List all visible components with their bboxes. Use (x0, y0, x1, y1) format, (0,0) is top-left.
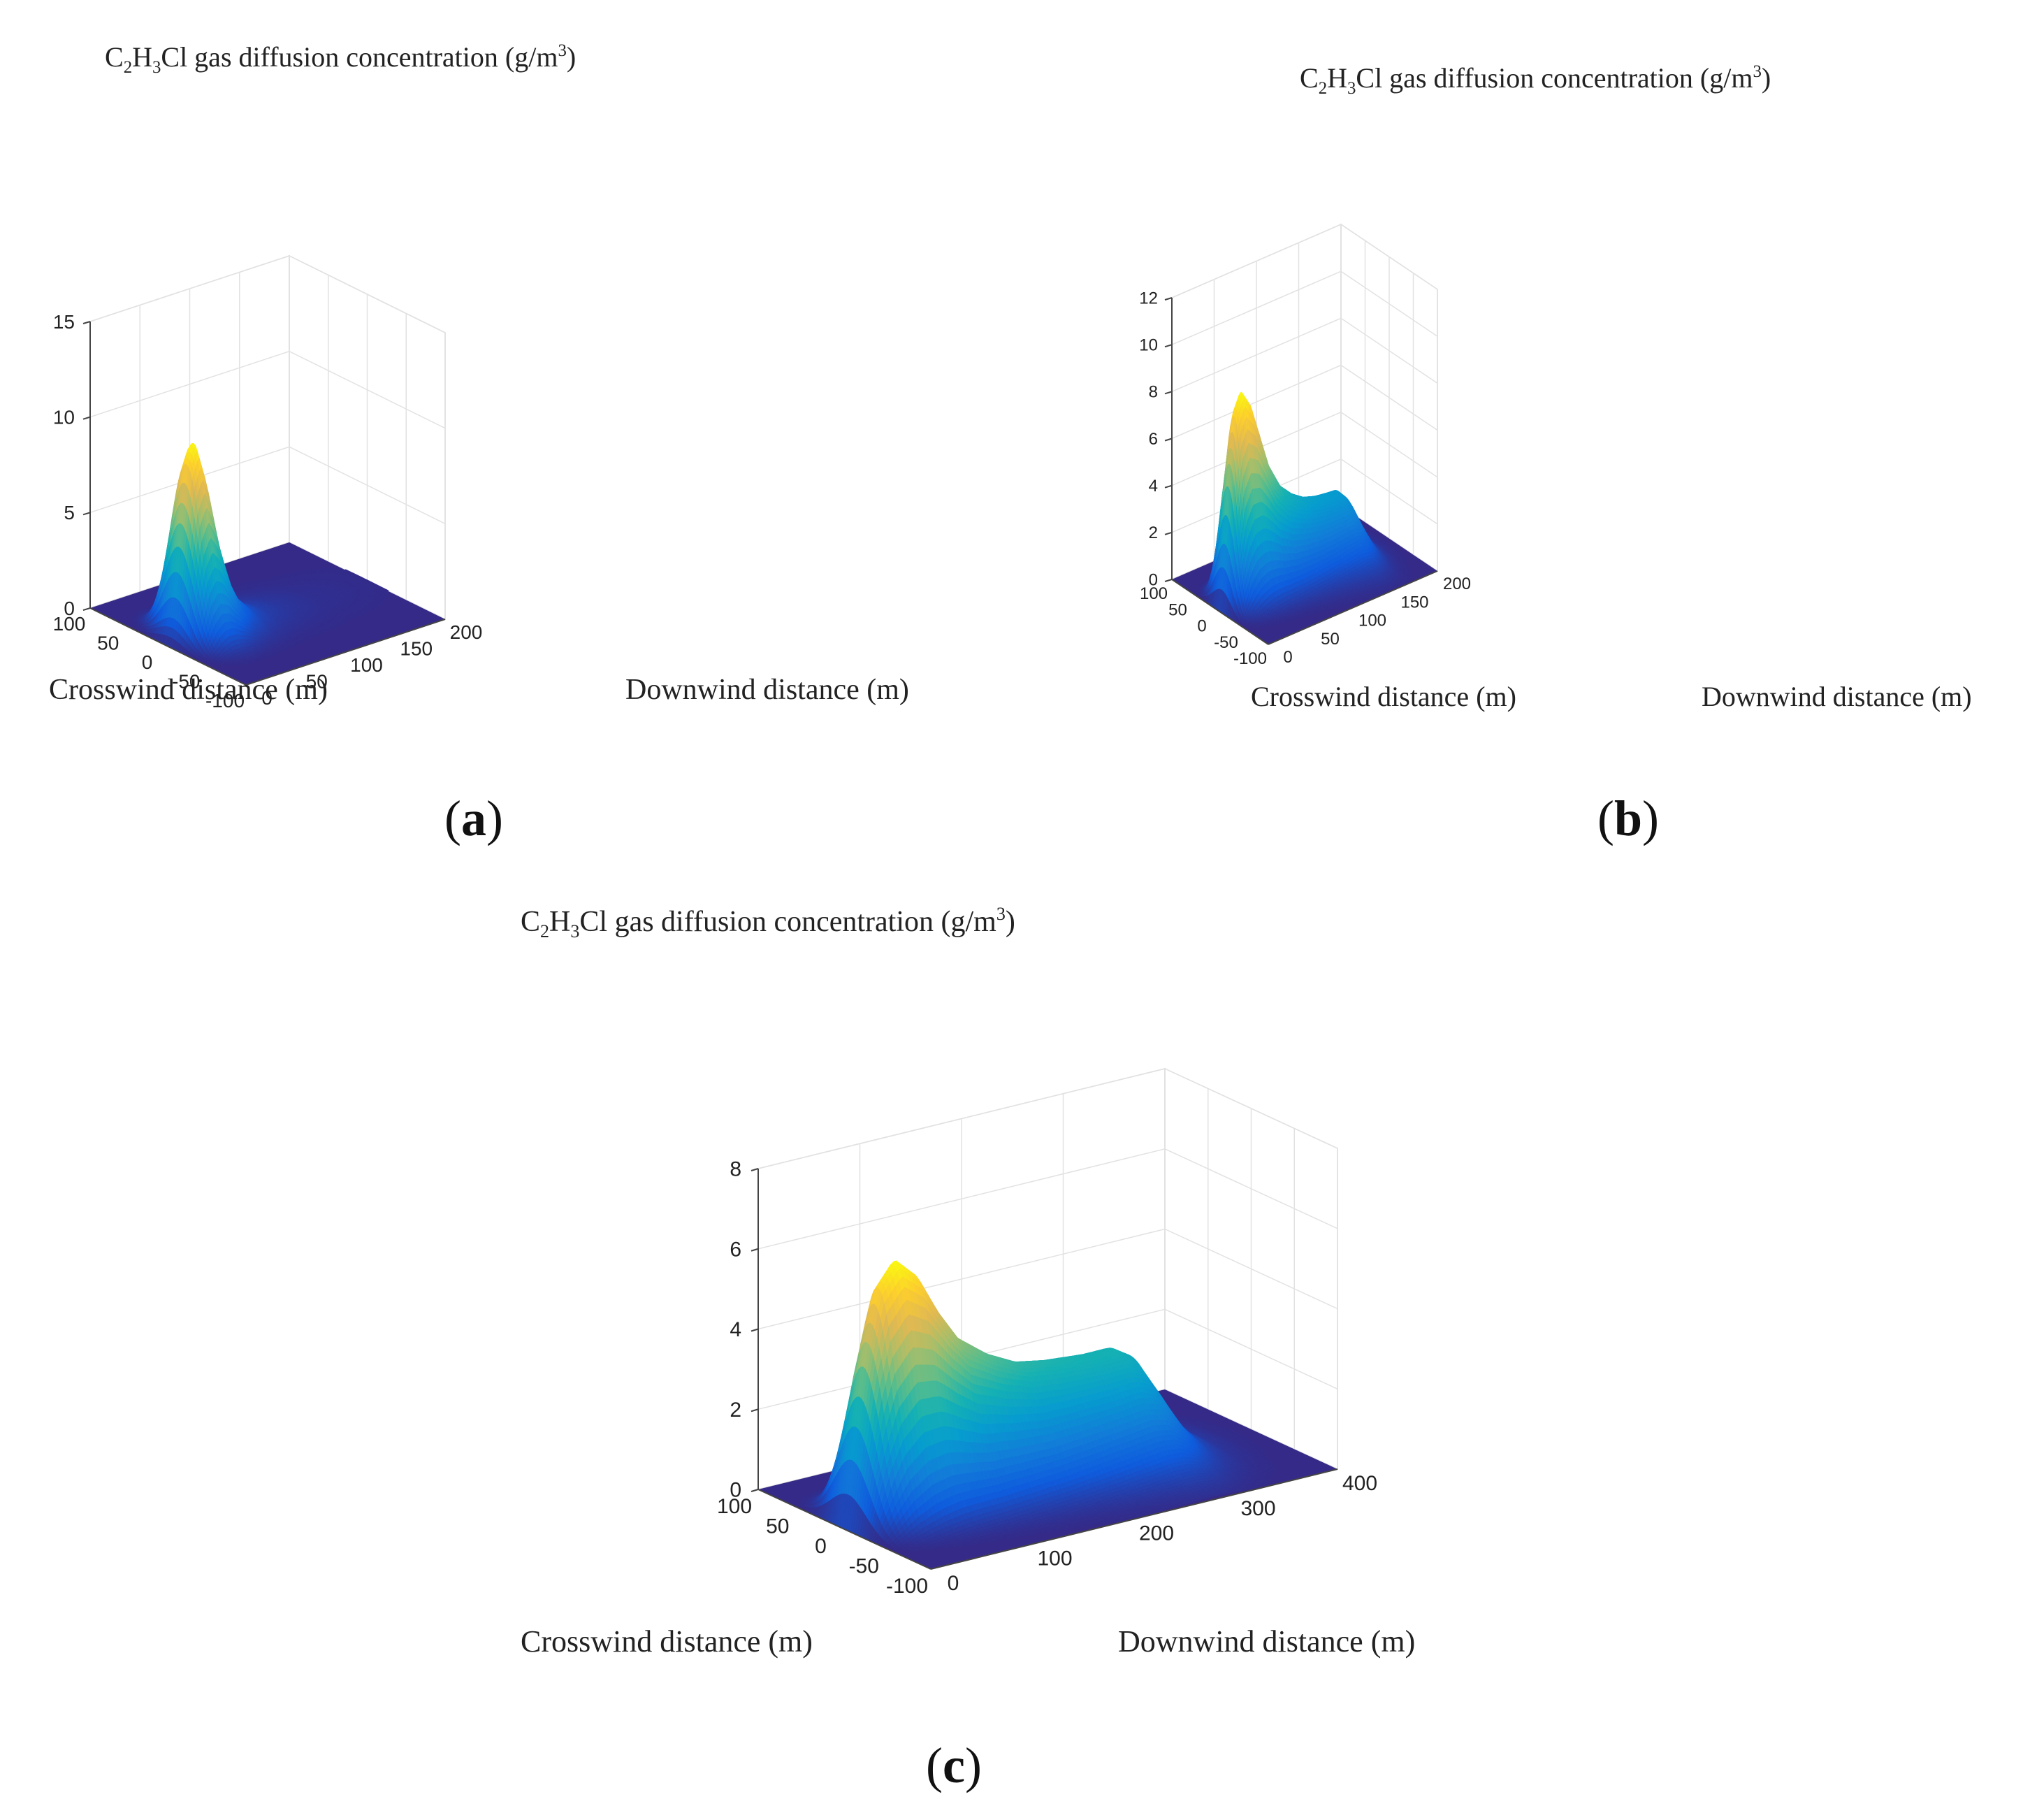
surface-plot-a: 051015-100-50050100050100150200Crosswind… (49, 41, 909, 712)
concentration-surface (131, 442, 390, 667)
panel-a: 0 5 10 15 -100 -50 0 50 100 0 50 100 150 200 Crosswind… (0, 0, 1011, 846)
